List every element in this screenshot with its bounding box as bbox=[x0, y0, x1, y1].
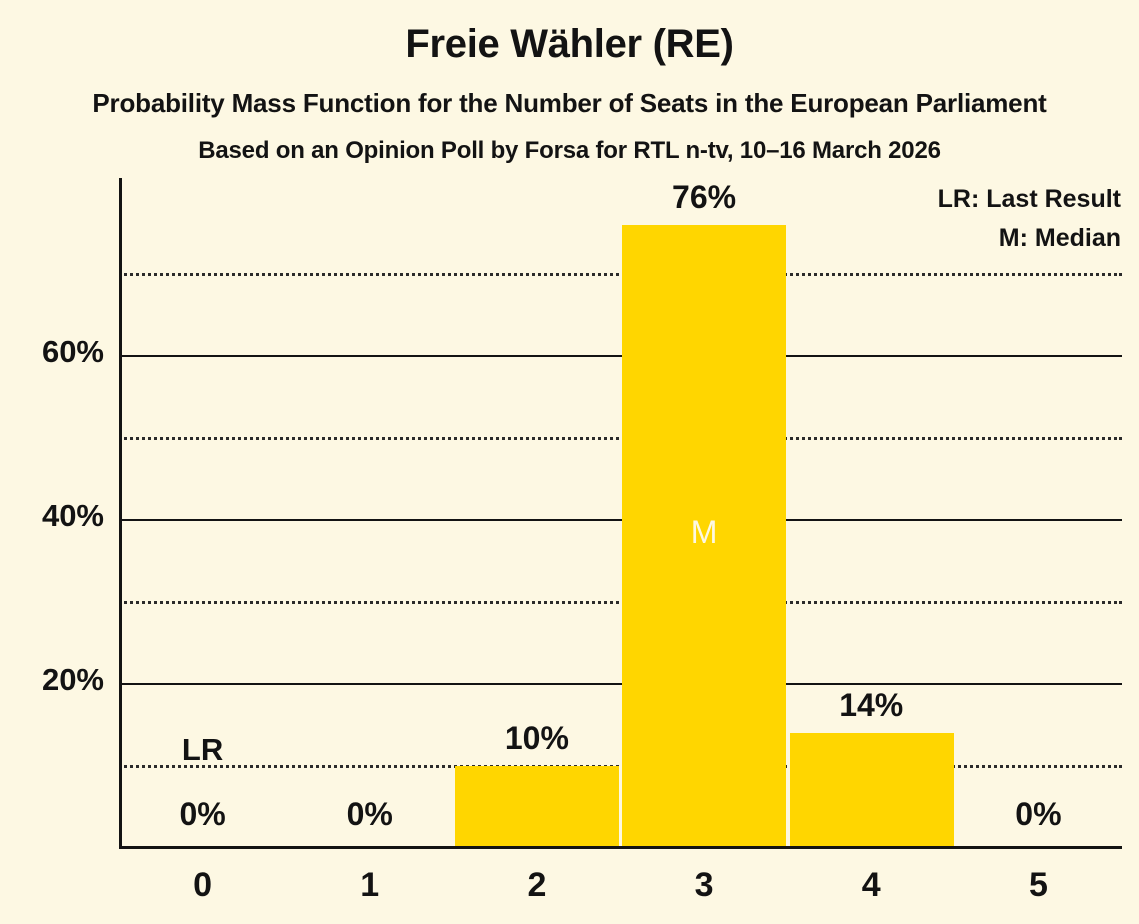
x-axis-tick-label: 0 bbox=[193, 866, 213, 904]
gridline-minor-50 bbox=[119, 437, 1122, 440]
gridline-minor-70 bbox=[119, 273, 1122, 276]
y-axis-tick-label: 60% bbox=[41, 334, 104, 369]
legend-last-result: LR: Last Result bbox=[937, 185, 1121, 213]
bar[interactable] bbox=[622, 224, 786, 848]
bar-value-label: 0% bbox=[179, 796, 226, 832]
gridline-minor-10 bbox=[119, 765, 1122, 768]
bar-value-label: 14% bbox=[839, 687, 904, 724]
bar[interactable] bbox=[790, 733, 954, 848]
x-axis-tick-label: 3 bbox=[694, 866, 714, 904]
x-axis-tick-label: 2 bbox=[527, 866, 547, 904]
bar[interactable] bbox=[455, 766, 619, 848]
x-axis-tick-label: 5 bbox=[1028, 866, 1048, 904]
bar-value-label: 0% bbox=[1015, 796, 1062, 832]
bar-value-label: 10% bbox=[504, 720, 569, 756]
x-axis-tick-label: 1 bbox=[360, 866, 380, 904]
gridline-major-60 bbox=[119, 355, 1122, 357]
x-axis-tick-label: 4 bbox=[861, 866, 881, 904]
chart-title: Freie Wähler (RE) bbox=[405, 22, 734, 66]
y-axis-tick-label: 20% bbox=[41, 662, 104, 697]
median-marker: M bbox=[690, 514, 718, 551]
chart-source-note: Based on an Opinion Poll by Forsa for RT… bbox=[198, 137, 941, 164]
legend-median: M: Median bbox=[998, 224, 1121, 252]
x-axis-line bbox=[119, 846, 1122, 849]
y-axis-tick-label: 40% bbox=[41, 498, 104, 533]
last-result-marker: LR bbox=[181, 732, 224, 767]
y-axis-line bbox=[119, 178, 122, 849]
chart-subtitle: Probability Mass Function for the Number… bbox=[92, 88, 1047, 118]
gridline-minor-30 bbox=[119, 601, 1122, 604]
gridline-major-20 bbox=[119, 683, 1122, 685]
bar-value-label: 0% bbox=[346, 796, 393, 832]
bar-value-label: 76% bbox=[672, 178, 737, 215]
gridline-major-40 bbox=[119, 519, 1122, 521]
